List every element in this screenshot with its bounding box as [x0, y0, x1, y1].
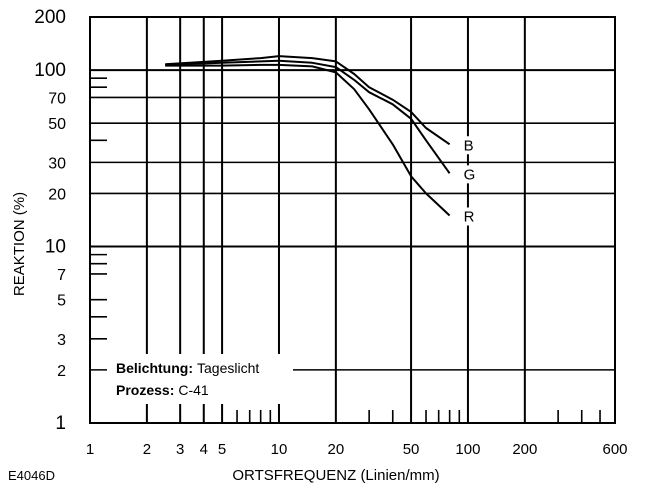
y-tick-label-30: 30 [48, 155, 66, 172]
y-axis-label: REAKTION (%) [11, 192, 28, 296]
plot-frame [89, 16, 616, 424]
annotation-box: Belichtung: Tageslicht Prozess: C-41 [107, 354, 293, 404]
exposure-annotation: Belichtung: Tageslicht [116, 360, 259, 376]
y-tick-label-2: 2 [57, 363, 66, 380]
y-tick-label-10: 10 [45, 237, 66, 258]
annotation-mask [107, 354, 293, 404]
curve-B [165, 55, 451, 146]
x-tick-labels: 1 2 3 4 5 10 20 50 100 200 600 [86, 441, 628, 458]
process-key: Prozess: [116, 382, 174, 398]
curve-label-bg-B [461, 136, 476, 155]
exposure-key: Belichtung: [116, 360, 193, 376]
x-tick-label-20: 20 [328, 441, 345, 458]
x-tick-label-3: 3 [176, 441, 184, 458]
y-tick-label-50: 50 [48, 116, 66, 133]
minor-tick-layer [90, 77, 601, 423]
x-tick-label-4: 4 [200, 441, 208, 458]
curve-layer: BG R [165, 55, 476, 226]
curve-label-R: R [464, 208, 475, 225]
process-annotation: Prozess: C-41 [116, 382, 209, 398]
x-tick-label-600: 600 [602, 441, 627, 458]
x-tick-label-50: 50 [403, 441, 420, 458]
x-tick-label-100: 100 [455, 441, 480, 458]
y-tick-labels: 1 2 3 5 7 10 20 30 50 70 100 200 [34, 7, 66, 434]
curve-R [165, 63, 451, 217]
curve-label-G: G [464, 166, 476, 183]
curve-G [165, 59, 451, 174]
y-tick-label-100: 100 [34, 60, 66, 81]
x-tick-label-10: 10 [271, 441, 288, 458]
x-tick-label-200: 200 [512, 441, 537, 458]
x-tick-label-2: 2 [143, 441, 151, 458]
exposure-value: Tageslicht [197, 360, 259, 376]
y-tick-label-7: 7 [57, 267, 66, 284]
y-tick-label-70: 70 [48, 90, 66, 107]
curve-label-B: B [464, 137, 474, 154]
y-tick-label-3: 3 [57, 332, 66, 349]
grid-layer [90, 17, 615, 423]
curve-label-bg-R [461, 207, 476, 226]
y-tick-label-200: 200 [34, 7, 66, 28]
y-tick-label-1: 1 [55, 413, 66, 434]
x-tick-label-5: 5 [218, 441, 226, 458]
y-tick-label-5: 5 [57, 293, 66, 310]
x-tick-label-1: 1 [86, 441, 94, 458]
y-tick-label-20: 20 [48, 186, 66, 203]
x-axis-label: ORTSFREQUENZ (Linien/mm) [232, 467, 439, 484]
curve-label-bg-G [461, 165, 476, 184]
figure-code: E4046D [8, 468, 55, 483]
process-value: C-41 [178, 382, 209, 398]
